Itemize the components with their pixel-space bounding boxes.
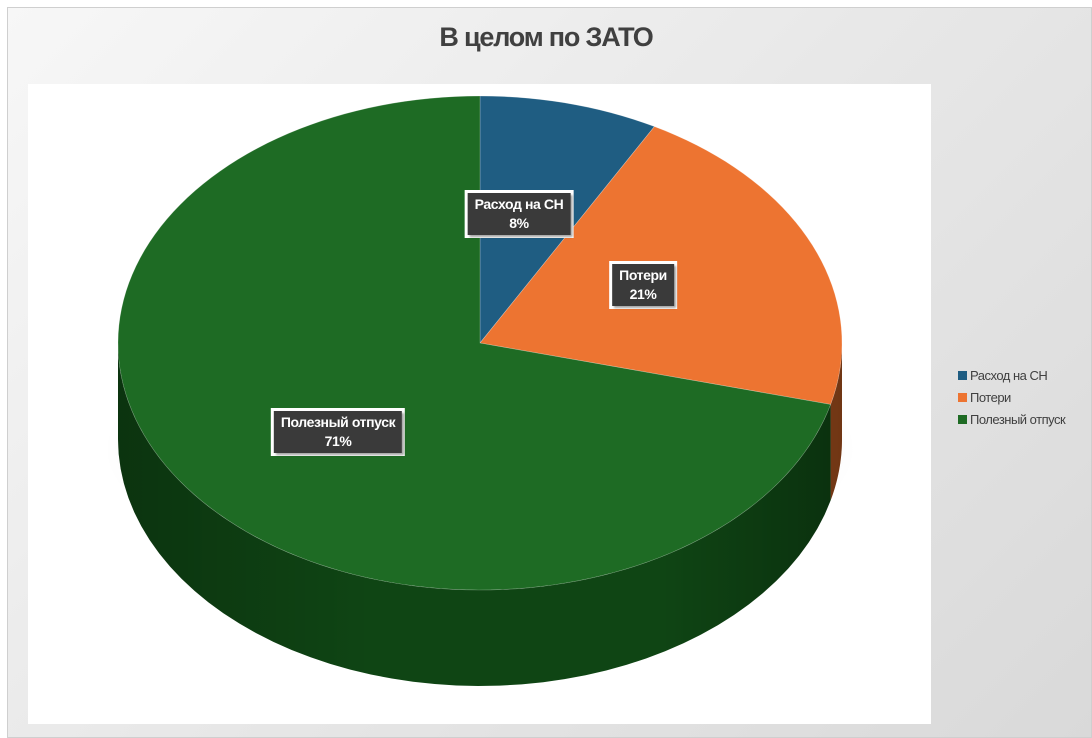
- legend-swatch: [958, 414, 967, 424]
- data-label-value: 71%: [324, 433, 352, 449]
- chart-legend: Расход на СН Потери Полезный отпуск: [958, 364, 1088, 430]
- legend-label: Расход на СН: [970, 367, 1048, 383]
- data-label-rashod: Расход на СН 8%: [464, 190, 574, 238]
- legend-item-poteri: Потери: [958, 386, 1088, 408]
- data-label-name: Расход на СН: [474, 196, 564, 212]
- plot-area: Расход на СН 8% Потери 21% Полезный отпу…: [28, 84, 931, 724]
- legend-label: Полезный отпуск: [970, 411, 1066, 427]
- data-label-polezny: Полезный отпуск 71%: [270, 408, 406, 456]
- data-label-name: Потери: [619, 267, 667, 283]
- legend-swatch: [958, 370, 967, 380]
- data-label-name: Полезный отпуск: [280, 414, 396, 430]
- legend-label: Потери: [970, 389, 1011, 405]
- legend-swatch: [958, 392, 967, 402]
- legend-item-rashod: Расход на СН: [958, 364, 1088, 386]
- chart-title: В целом по ЗАТО: [439, 22, 653, 52]
- data-label-value: 8%: [509, 215, 529, 231]
- data-label-value: 21%: [629, 286, 657, 302]
- pie-slice-2: [117, 95, 832, 591]
- pie-side-shade: [118, 343, 842, 686]
- data-label-poteri: Потери 21%: [609, 261, 677, 309]
- legend-item-polezny: Полезный отпуск: [958, 408, 1088, 430]
- pie-chart: [104, 95, 856, 686]
